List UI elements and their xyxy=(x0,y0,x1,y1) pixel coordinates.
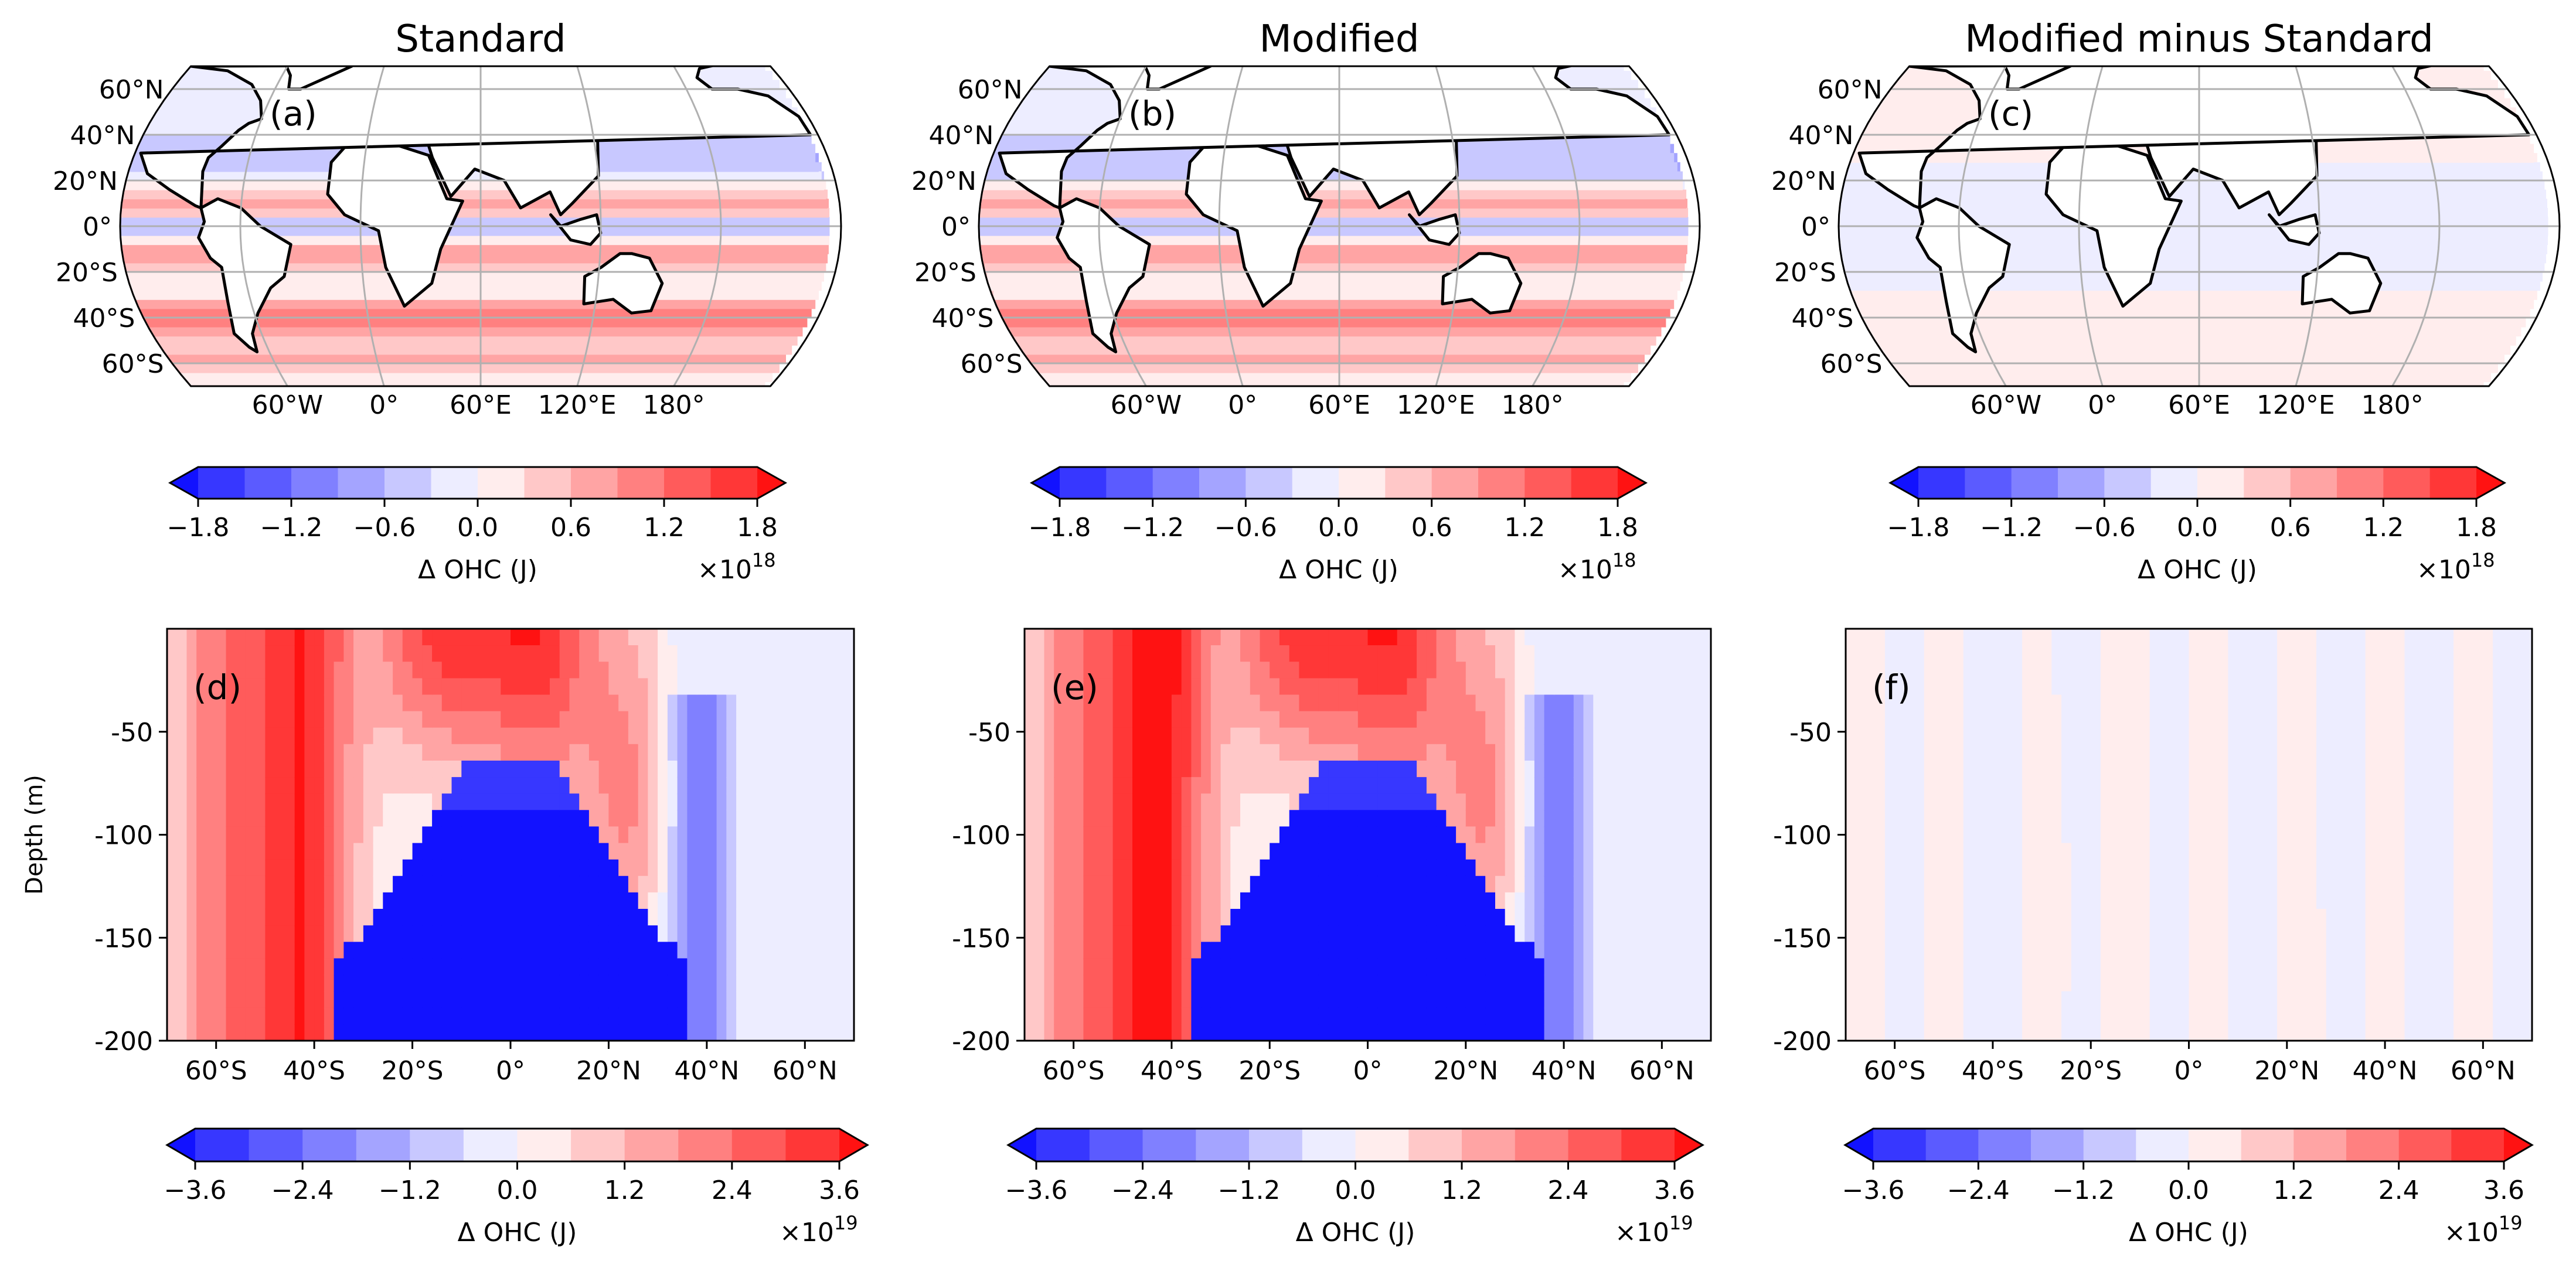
map-cell xyxy=(165,345,792,355)
map-lat-tick: 40°S xyxy=(73,304,135,333)
map-cell xyxy=(179,363,780,373)
map-cell xyxy=(981,189,1685,200)
panel-label-b: (b) xyxy=(1128,94,1176,134)
map-lat-tick: 40°N xyxy=(70,121,135,151)
map-cell xyxy=(1024,345,1651,355)
column-title-difference: Modified minus Standard xyxy=(1965,18,2434,61)
map-panel-c: 60°N40°N20°N0°20°S40°S60°S0° 60°E 120°E 180… xyxy=(1771,65,2561,420)
column-title-modified: Modified xyxy=(1259,18,1419,61)
map-lon-tick: 60°E xyxy=(450,390,512,420)
map-lon-tick: 0° xyxy=(369,390,399,420)
map-lat-tick: 60°S xyxy=(102,349,164,379)
panel-label-a: (a) xyxy=(270,94,317,134)
map-lat-tick: 40°N xyxy=(928,121,993,151)
map-lon-tick: 180° xyxy=(1502,390,1564,420)
map-cell xyxy=(1037,363,1638,373)
map-lat-tick: 60°N xyxy=(99,75,164,105)
map-lat-tick: 0° xyxy=(941,212,971,242)
map-lat-tick: 0° xyxy=(83,212,112,242)
map-panel-a: 60°N 40°N 20°N 0° 20°S 40°S 60°S 0° 60°E 120°E 180… xyxy=(53,65,842,420)
map-lat-tick: 40°S xyxy=(931,304,993,333)
map-lon-tick: 60°E xyxy=(1308,390,1370,420)
map-lon-tick: 60°W xyxy=(1111,390,1182,420)
map-lat-tick: 20°S xyxy=(914,258,976,288)
column-title-standard: Standard xyxy=(395,18,566,61)
map-lat-tick: 20°N xyxy=(53,166,118,196)
map-lon-tick: 60°W xyxy=(252,390,324,420)
map-cell xyxy=(1045,372,1632,383)
map-lat-tick: 20°N xyxy=(911,166,976,196)
map-lon-tick: 120°E xyxy=(1397,390,1475,420)
map-lon-tick: 120°E xyxy=(538,390,617,420)
map-panel-b: 60°N 40°N 20°N 0° 20°S 40°S 60°S 0° 60°E 120°E 180… xyxy=(911,65,1701,420)
map-lon-tick: 0° xyxy=(1228,390,1257,420)
map-lon-tick: 180° xyxy=(643,390,705,420)
map-lat-tick: 60°N xyxy=(958,75,1023,105)
map-lat-tick: 60°S xyxy=(961,349,1023,379)
map-cell xyxy=(186,372,773,383)
map-cell xyxy=(122,189,826,200)
map-lat-tick: 20°S xyxy=(56,258,118,288)
